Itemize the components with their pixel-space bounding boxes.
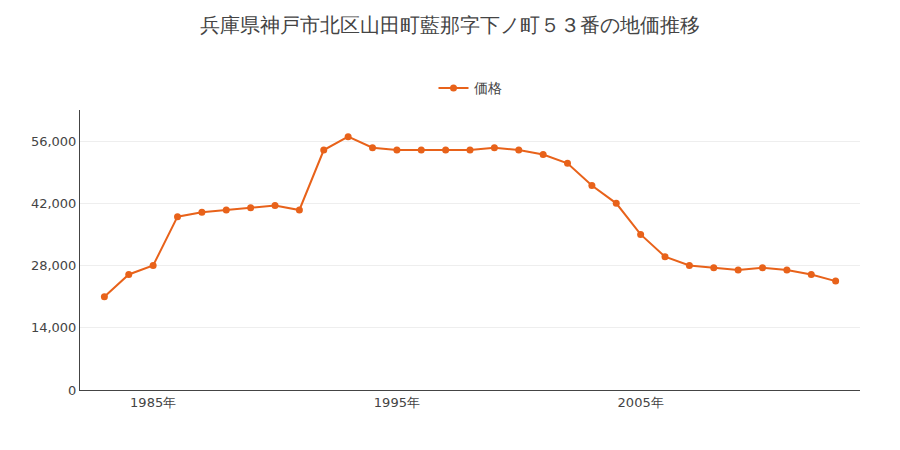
svg-text:14,000: 14,000 — [31, 320, 77, 335]
svg-text:2005年: 2005年 — [618, 395, 664, 410]
svg-text:28,000: 28,000 — [31, 258, 77, 273]
svg-text:1985年: 1985年 — [130, 395, 176, 410]
svg-text:兵庫県神戸市北区山田町藍那字下ノ町５３番の地価推移: 兵庫県神戸市北区山田町藍那字下ノ町５３番の地価推移 — [200, 13, 700, 37]
svg-text:56,000: 56,000 — [31, 134, 77, 149]
svg-text:1995年: 1995年 — [374, 395, 420, 410]
svg-text:0: 0 — [68, 383, 76, 398]
svg-text:42,000: 42,000 — [31, 196, 77, 211]
svg-text:価格: 価格 — [474, 80, 502, 96]
